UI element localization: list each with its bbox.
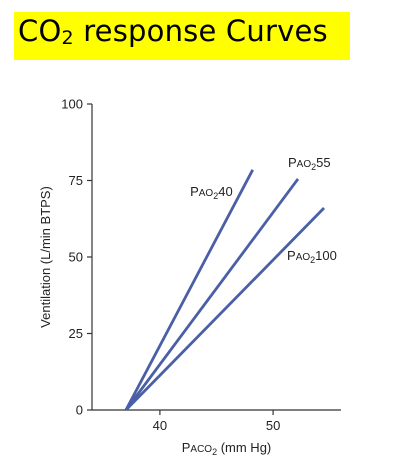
- series-line: [126, 170, 253, 410]
- series-label: PAO2100: [287, 248, 337, 265]
- x-axis-label: PACO2 (mm Hg): [182, 440, 272, 457]
- y-tick-label: 0: [76, 403, 83, 418]
- chart-series: [126, 170, 324, 410]
- x-tick-label: 40: [153, 418, 167, 433]
- series-label: PAO240: [190, 184, 233, 201]
- y-tick-label: 100: [61, 97, 83, 112]
- y-axis-label: Ventilation (L/min BTPS): [38, 186, 53, 328]
- x-tick-label: 50: [266, 418, 280, 433]
- y-tick-label: 25: [69, 326, 83, 341]
- series-line: [126, 179, 298, 410]
- y-tick-label: 75: [69, 173, 83, 188]
- y-tick-label: 50: [69, 250, 83, 265]
- series-label: PAO255: [288, 155, 331, 172]
- series-line: [126, 208, 324, 410]
- chart-axes: 0 25 50 75 100 40 50 Ventilation (L/min BTPS) PA…: [38, 97, 341, 458]
